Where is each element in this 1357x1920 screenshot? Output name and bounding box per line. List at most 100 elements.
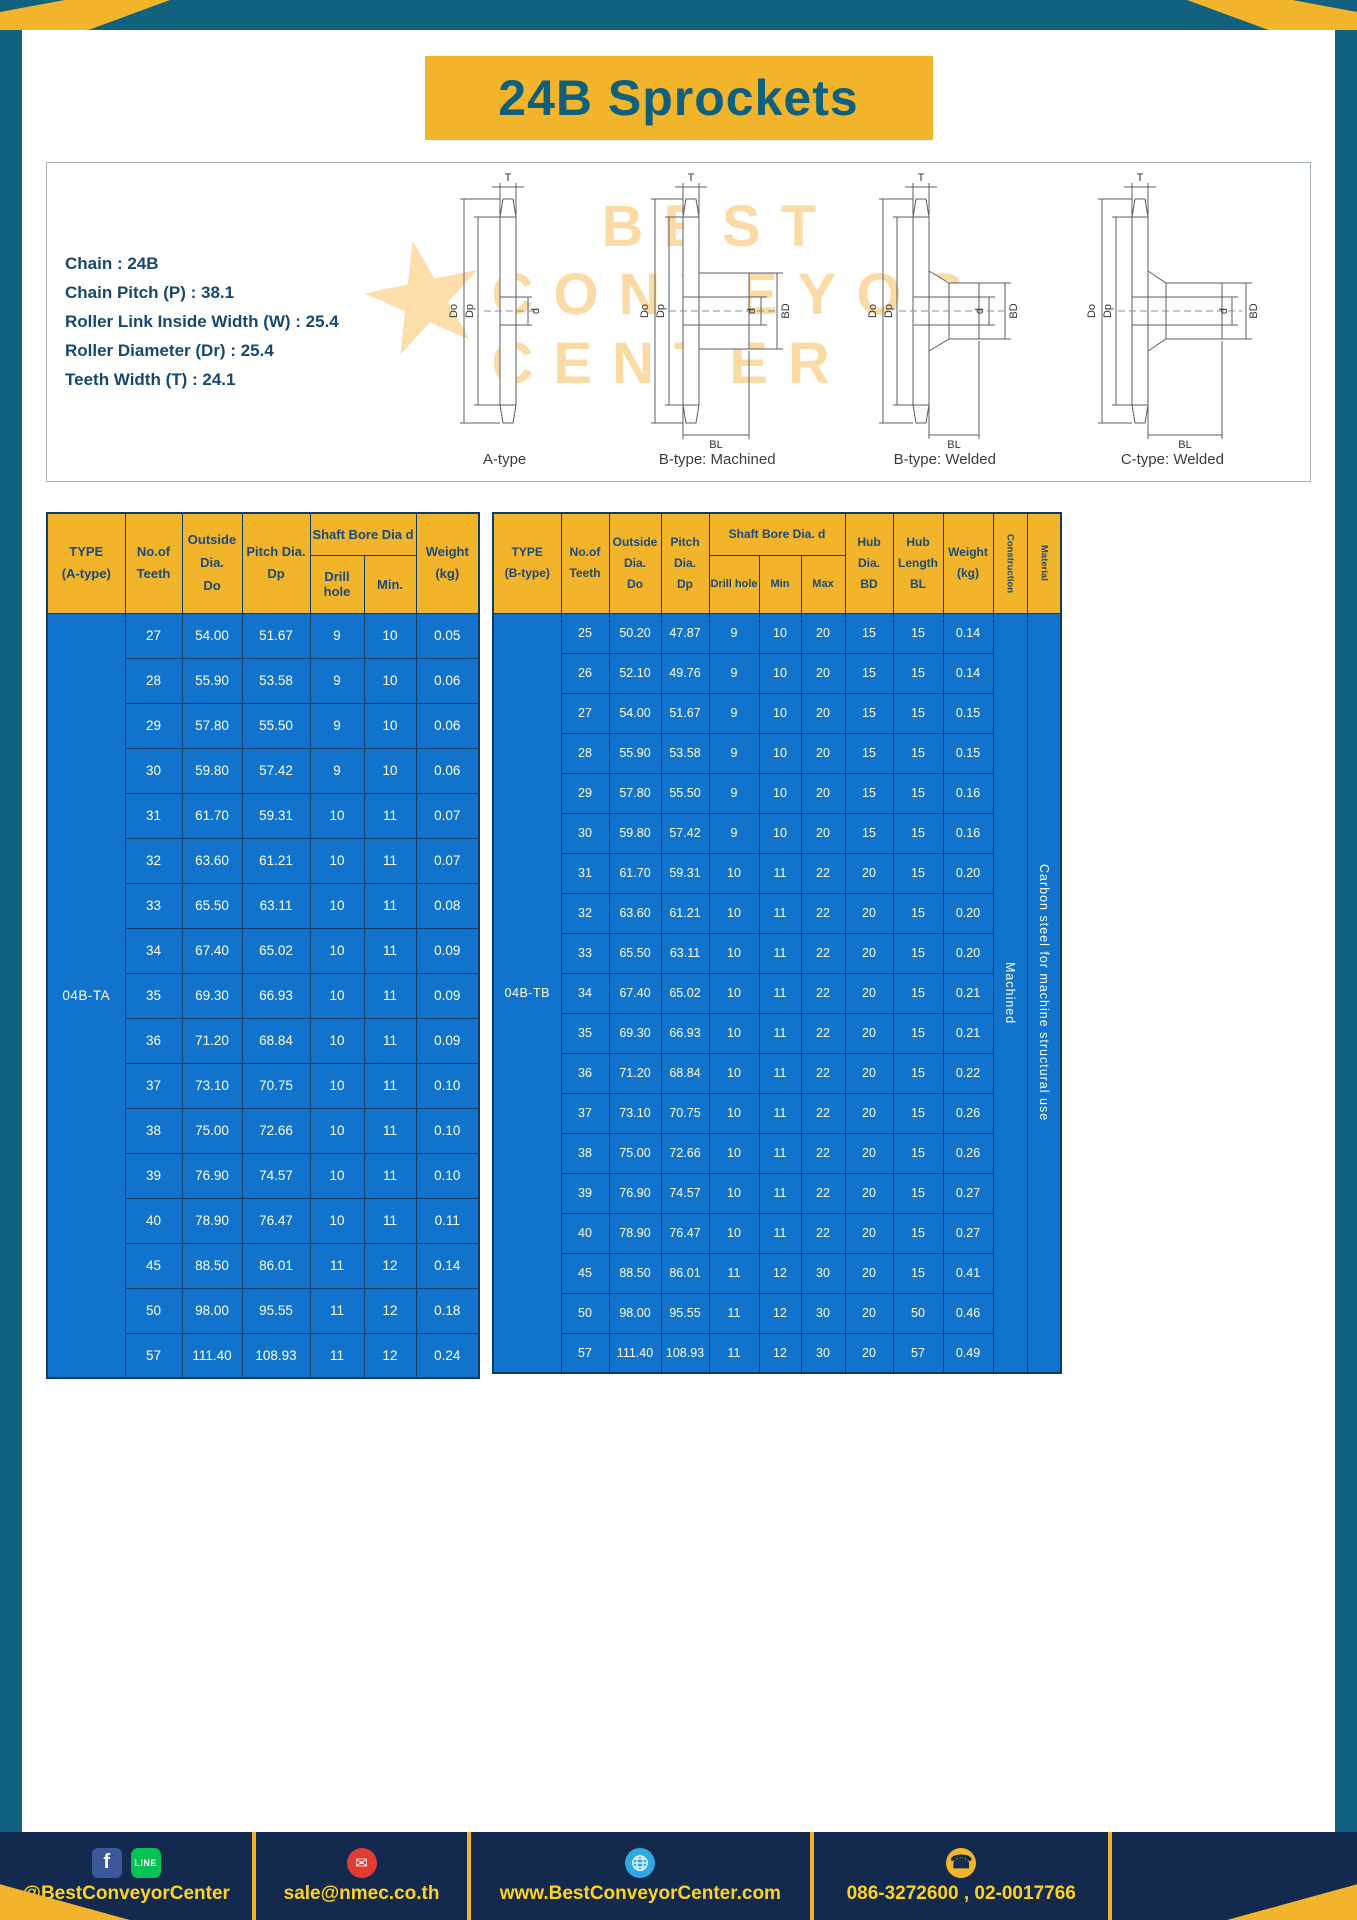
phone-icon[interactable]: ☎ (946, 1847, 977, 1878)
data-cell: 9 (309, 612, 365, 659)
table-row: 28 55.90 53.58 9 10 20 15 15 0.15 (493, 732, 1061, 774)
email-icon[interactable]: ✉ (346, 1847, 377, 1878)
content-page: 24B Sprockets ★ BEST CONVEYOR CENTER Cha… (22, 30, 1335, 1832)
data-cell: 11 (363, 1017, 417, 1064)
table-row: 45 88.50 86.01 11 12 0.14 (47, 1242, 480, 1289)
footer-social-section: f LINE @BestConveyorCenter (0, 1832, 252, 1920)
diagram-b-type-welded: T Do Dp d BD BL B-type: Welded (855, 171, 1035, 468)
data-cell: 65.50 (608, 932, 662, 974)
data-cell: 20 (800, 732, 846, 774)
table-row: 57 111.40 108.93 11 12 30 20 57 0.49 (493, 1332, 1061, 1374)
data-cell: 10 (758, 732, 802, 774)
data-cell: 10 (708, 932, 760, 974)
data-cell: 0.09 (415, 1017, 480, 1064)
dim-label-bd: BD (780, 303, 792, 318)
data-cell: 95.55 (660, 1292, 710, 1334)
data-cell: 15 (892, 932, 944, 974)
data-cell: 86.01 (241, 1242, 311, 1289)
data-cell: 10 (708, 1012, 760, 1054)
data-cell: 15 (892, 732, 944, 774)
dim-label-do: Do (448, 304, 460, 318)
data-cell: 15 (844, 652, 894, 694)
dim-label-dp: Dp (883, 304, 895, 318)
table-row: 29 57.80 55.50 9 10 0.06 (47, 702, 480, 749)
footer-phone-section: ☎ 086-3272600 , 02-0017766 (814, 1832, 1108, 1920)
data-cell: 35 (124, 972, 183, 1019)
data-cell: 66.93 (241, 972, 311, 1019)
data-cell: 52.10 (608, 652, 662, 694)
dim-label-d: d (530, 308, 542, 314)
data-cell: 22 (800, 1172, 846, 1214)
data-cell: 59.31 (660, 852, 710, 894)
diagram-label: B-type: Welded (893, 451, 996, 468)
data-cell: 55.90 (181, 657, 243, 704)
data-cell: 0.15 (942, 732, 994, 774)
data-cell: 0.14 (942, 652, 994, 694)
data-cell: 11 (363, 882, 417, 929)
data-cell: 29 (560, 772, 610, 814)
data-cell: 15 (892, 1212, 944, 1254)
data-cell: 11 (758, 932, 802, 974)
page-title: 24B Sprockets (498, 70, 859, 126)
data-cell: 53.58 (660, 732, 710, 774)
data-cell: 0.10 (415, 1107, 480, 1154)
table-row: 38 75.00 72.66 10 11 22 20 15 0.26 (493, 1132, 1061, 1174)
diagram-c-type-welded: T Do Dp d BD BL C-type: Welded (1082, 171, 1262, 468)
data-cell: 11 (363, 1107, 417, 1154)
table-row: 34 67.40 65.02 10 11 0.09 (47, 927, 480, 974)
data-cell: 11 (758, 1172, 802, 1214)
data-cell: 73.10 (608, 1092, 662, 1134)
data-cell: 15 (892, 1172, 944, 1214)
col-header-construction: Construction (992, 512, 1028, 614)
data-cell: 10 (708, 1212, 760, 1254)
data-cell: 0.09 (415, 972, 480, 1019)
data-cell: 12 (363, 1332, 417, 1379)
data-cell: 57.42 (660, 812, 710, 854)
dim-label-bd: BD (1248, 303, 1260, 318)
dim-label-d: d (746, 308, 758, 314)
line-icon[interactable]: LINE (130, 1847, 161, 1878)
data-cell: 32 (560, 892, 610, 934)
footer-website[interactable]: www.BestConveyorCenter.com (499, 1882, 781, 1904)
data-cell: 22 (800, 892, 846, 934)
data-cell: 15 (892, 812, 944, 854)
data-cell: 15 (892, 692, 944, 734)
data-cell: 22 (800, 1012, 846, 1054)
data-cell: 75.00 (181, 1107, 243, 1154)
table-b-type: TYPE (B-type) No.of Teeth Outside Dia. D… (492, 512, 1062, 1374)
footer-email[interactable]: sale@nmec.co.th (283, 1882, 440, 1904)
data-cell: 55.90 (608, 732, 662, 774)
data-cell: 71.20 (608, 1052, 662, 1094)
data-cell: 15 (892, 1252, 944, 1294)
data-cell: 61.70 (181, 792, 243, 839)
table-row: 26 52.10 49.76 9 10 20 15 15 0.14 (493, 652, 1061, 694)
data-cell: 20 (800, 812, 846, 854)
data-cell: 0.10 (415, 1062, 480, 1109)
table-row: 29 57.80 55.50 9 10 20 15 15 0.16 (493, 772, 1061, 814)
col-header-type: TYPE (A-type) (46, 512, 126, 614)
footer-phone-numbers[interactable]: 086-3272600 , 02-0017766 (846, 1882, 1076, 1904)
data-cell: 0.21 (942, 1012, 994, 1054)
data-cell: 65.50 (181, 882, 243, 929)
table-row: 40 78.90 76.47 10 11 0.11 (47, 1197, 480, 1244)
data-cell: 15 (892, 852, 944, 894)
data-cell: 71.20 (181, 1017, 243, 1064)
dim-label-do: Do (639, 304, 651, 318)
facebook-icon[interactable]: f (91, 1847, 122, 1878)
data-cell: 10 (758, 652, 802, 694)
title-banner: 24B Sprockets (424, 56, 933, 140)
data-cell: 20 (844, 1052, 894, 1094)
data-cell: 47.87 (660, 612, 710, 654)
footer-social-handle[interactable]: @BestConveyorCenter (22, 1882, 230, 1904)
diagram-label: A-type (482, 451, 527, 468)
table-row: 32 63.60 61.21 10 11 0.07 (47, 837, 480, 884)
data-cell: 0.26 (942, 1092, 994, 1134)
data-cell: 74.57 (660, 1172, 710, 1214)
data-cell: 22 (800, 1092, 846, 1134)
data-cell: 0.16 (942, 812, 994, 854)
table-row: 36 71.20 68.84 10 11 22 20 15 0.22 (493, 1052, 1061, 1094)
data-cell: 0.06 (415, 747, 480, 794)
data-cell: 54.00 (608, 692, 662, 734)
data-cell: 28 (124, 657, 183, 704)
globe-icon[interactable] (625, 1847, 656, 1878)
